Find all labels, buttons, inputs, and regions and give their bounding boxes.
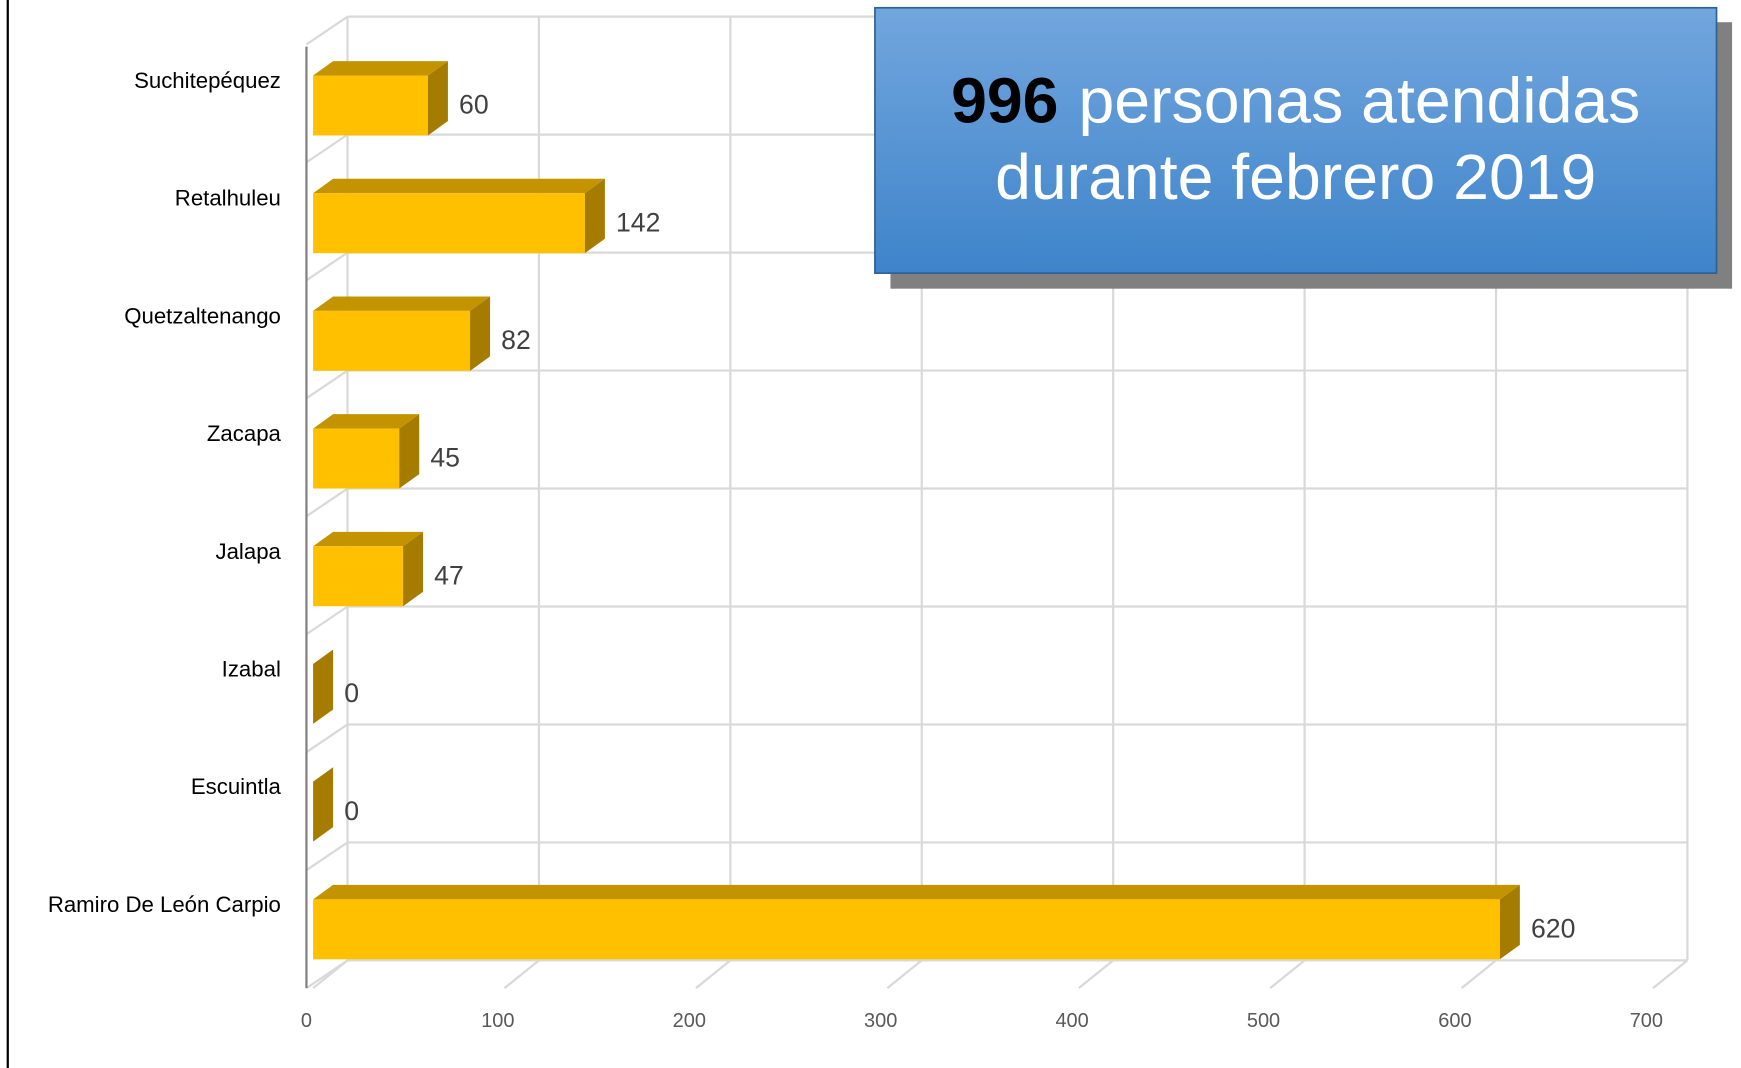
- bar-top: [313, 178, 605, 194]
- value-label: 60: [459, 90, 489, 120]
- x-tick-label: 500: [1247, 1010, 1280, 1032]
- grid-line: [1652, 959, 1689, 990]
- grid-line: [1269, 959, 1306, 990]
- bar: [313, 884, 1520, 960]
- bar-side: [427, 61, 448, 136]
- category-label: Quetzaltenango: [124, 303, 281, 328]
- value-label: 0: [344, 796, 359, 826]
- bar-side: [313, 649, 334, 724]
- bar-side: [403, 531, 424, 607]
- grid-line: [695, 959, 732, 990]
- wall-line: [305, 133, 349, 164]
- category-label: Escuintla: [191, 774, 282, 799]
- value-label: 620: [1531, 913, 1575, 943]
- bar-top: [313, 61, 448, 76]
- wall-line: [305, 251, 349, 282]
- bar-front: [313, 75, 428, 136]
- category-label: Jalapa: [216, 539, 282, 564]
- title-number: 996: [951, 64, 1058, 136]
- value-label: 82: [501, 325, 531, 355]
- bar-side: [470, 296, 491, 371]
- bar-front: [313, 310, 471, 371]
- category-label: Zacapa: [207, 421, 282, 446]
- wall-line: [305, 15, 349, 46]
- bar-side: [584, 178, 605, 254]
- value-label: 142: [616, 207, 660, 237]
- bar-top: [313, 884, 1520, 900]
- bar-top: [313, 296, 491, 311]
- category-label: Ramiro De León Carpio: [48, 892, 281, 917]
- x-tick-label: 100: [481, 1010, 514, 1032]
- bar-front: [313, 193, 585, 254]
- title: durante febrero 2019: [995, 141, 1596, 213]
- wall-line: [305, 487, 349, 518]
- value-label: 47: [434, 560, 464, 590]
- bar: [313, 649, 334, 724]
- title-text: personas atendidas: [1078, 64, 1640, 136]
- category-label: Retalhuleu: [175, 186, 281, 211]
- grid-line: [886, 959, 923, 990]
- grid-line: [312, 959, 349, 990]
- x-tick-label: 300: [864, 1010, 897, 1032]
- bar: [313, 61, 448, 136]
- title-box: [874, 6, 1718, 274]
- category-label: Izabal: [222, 656, 281, 681]
- grid-line: [1078, 959, 1114, 990]
- title: 996 personas atendidas: [951, 64, 1640, 136]
- grid-line: [1460, 959, 1497, 990]
- bar-front: [313, 899, 1500, 960]
- bar-side: [399, 414, 420, 489]
- bar-top: [313, 531, 424, 547]
- x-tick-label: 700: [1630, 1010, 1663, 1032]
- bar-front: [313, 546, 404, 607]
- wall-line: [305, 841, 349, 872]
- wall-line: [305, 723, 349, 754]
- bar-front: [313, 428, 400, 489]
- bar: [313, 296, 491, 371]
- category-label: Suchitepéquez: [134, 68, 281, 93]
- x-tick-label: 600: [1438, 1010, 1471, 1032]
- x-tick-label: 0: [301, 1010, 312, 1032]
- x-tick-label: 200: [673, 1010, 706, 1032]
- bar: [313, 178, 605, 254]
- x-tick-label: 400: [1055, 1010, 1088, 1032]
- wall-line: [305, 369, 349, 400]
- grid-line: [503, 959, 540, 990]
- bar: [313, 531, 424, 607]
- value-label: 45: [430, 443, 460, 473]
- value-label: 0: [344, 678, 359, 708]
- bar: [313, 414, 420, 489]
- wall-line: [305, 605, 349, 636]
- bar: [313, 767, 334, 842]
- bar-top: [313, 414, 420, 429]
- bar-side: [1499, 884, 1520, 960]
- bar-side: [313, 767, 334, 842]
